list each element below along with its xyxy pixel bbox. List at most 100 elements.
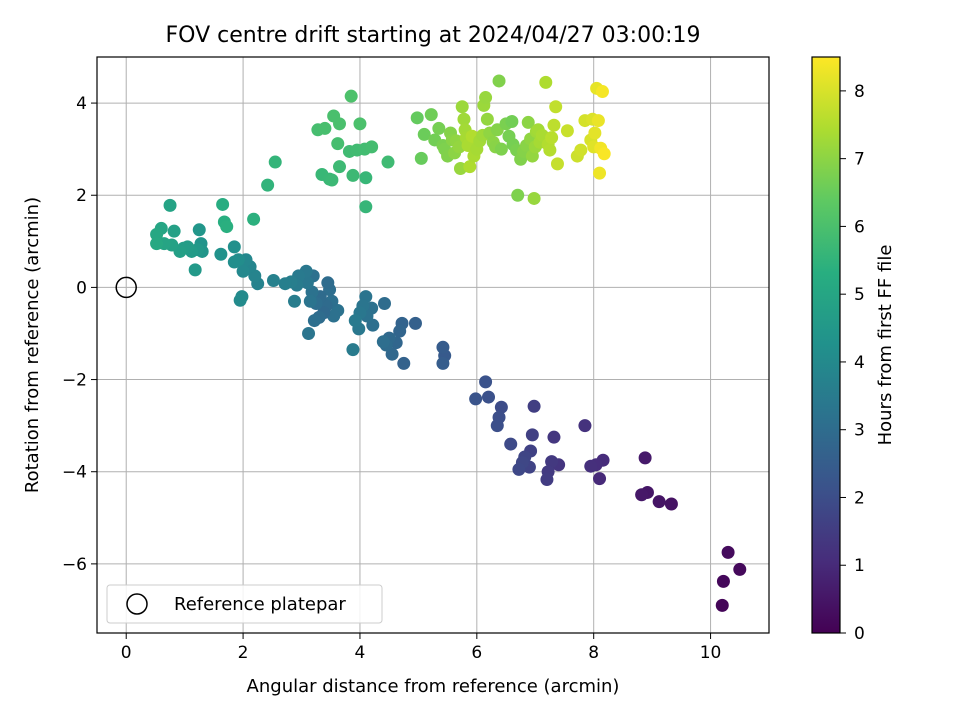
chart-title: FOV centre drift starting at 2024/04/27 … xyxy=(166,23,701,48)
colorbar-tick-label: 0 xyxy=(854,624,865,644)
y-tick-label: −6 xyxy=(62,555,87,575)
data-point xyxy=(512,462,526,476)
data-point xyxy=(550,157,564,171)
data-point xyxy=(549,100,563,114)
data-point xyxy=(233,293,247,307)
colorbar-label: Hours from first FF file xyxy=(875,245,896,446)
data-point xyxy=(540,473,554,487)
data-point xyxy=(588,126,602,140)
y-tick-label: 2 xyxy=(76,186,87,206)
data-point xyxy=(410,111,424,125)
data-point xyxy=(268,155,282,169)
data-point xyxy=(457,112,471,126)
data-point xyxy=(353,117,367,131)
x-tick-label: 4 xyxy=(355,643,366,663)
data-point xyxy=(715,598,729,612)
data-point xyxy=(490,419,504,433)
data-point xyxy=(321,276,335,290)
data-point xyxy=(216,197,230,211)
data-point xyxy=(346,168,360,182)
data-point xyxy=(261,178,275,192)
data-point xyxy=(366,318,380,332)
legend-label: Reference platepar xyxy=(174,594,346,615)
y-tick-label: 0 xyxy=(76,278,87,298)
data-point xyxy=(408,316,422,330)
data-point xyxy=(480,112,494,126)
data-point xyxy=(543,143,557,157)
data-point xyxy=(521,115,535,129)
data-point xyxy=(595,85,609,99)
data-point xyxy=(302,326,316,340)
data-point xyxy=(365,140,379,154)
data-point xyxy=(504,437,518,451)
data-point xyxy=(278,277,292,291)
data-point xyxy=(346,343,360,357)
data-point xyxy=(300,276,314,290)
data-point xyxy=(482,390,496,404)
data-point xyxy=(266,273,280,287)
data-point xyxy=(597,147,611,161)
x-tick-label: 6 xyxy=(471,643,482,663)
data-point xyxy=(547,430,561,444)
legend-box xyxy=(106,584,383,624)
data-point xyxy=(150,237,164,251)
data-point xyxy=(547,118,561,132)
colorbar-tick-label: 7 xyxy=(854,150,865,170)
y-axis-label: Rotation from reference (arcmin) xyxy=(22,197,43,493)
data-point xyxy=(303,294,317,308)
colorbar-tick-label: 2 xyxy=(854,488,865,508)
colorbar-tick-label: 5 xyxy=(854,285,865,305)
data-point xyxy=(359,171,373,185)
data-point xyxy=(479,375,493,389)
data-point xyxy=(220,220,234,234)
x-axis-ticks: 0 2 4 6 8 10 xyxy=(121,633,722,663)
data-point xyxy=(288,294,302,308)
data-point xyxy=(325,173,339,187)
colorbar-tick-label: 3 xyxy=(854,421,865,441)
data-point xyxy=(494,400,508,414)
data-point xyxy=(721,545,735,559)
data-point xyxy=(393,324,407,338)
data-point xyxy=(545,131,559,145)
data-point xyxy=(436,340,450,354)
data-point xyxy=(333,160,347,174)
colorbar-tick-label: 8 xyxy=(854,82,865,102)
colorbar-tick-label: 6 xyxy=(854,217,865,237)
data-point xyxy=(635,488,649,502)
data-point xyxy=(539,75,553,89)
data-point xyxy=(463,160,477,174)
data-point xyxy=(593,472,607,486)
data-point xyxy=(397,356,411,370)
data-point xyxy=(455,100,469,114)
data-point xyxy=(578,419,592,433)
data-point xyxy=(664,497,678,511)
data-point xyxy=(469,392,483,406)
legend: Reference platepar xyxy=(106,584,383,624)
x-tick-label: 8 xyxy=(588,643,599,663)
data-point xyxy=(436,356,450,370)
data-point xyxy=(545,455,559,469)
plot-area-frame xyxy=(96,56,770,634)
data-point xyxy=(492,74,506,88)
colorbar-gradient xyxy=(811,56,841,634)
data-point xyxy=(167,224,181,238)
data-point xyxy=(511,188,525,202)
data-point xyxy=(584,459,598,473)
data-point xyxy=(525,428,539,442)
data-point xyxy=(591,114,605,128)
data-point xyxy=(593,166,607,180)
data-point xyxy=(560,124,574,138)
data-point xyxy=(359,200,373,214)
data-point xyxy=(574,143,588,157)
data-point xyxy=(638,451,652,465)
x-tick-label: 2 xyxy=(238,643,249,663)
data-point xyxy=(527,191,541,205)
data-point xyxy=(227,240,241,254)
y-tick-label: −4 xyxy=(62,463,87,483)
data-point xyxy=(307,314,321,328)
reference-point-marker xyxy=(115,276,137,299)
x-tick-label: 10 xyxy=(700,643,722,663)
data-point xyxy=(377,297,391,311)
x-axis-label: Angular distance from reference (arcmin) xyxy=(247,676,620,697)
